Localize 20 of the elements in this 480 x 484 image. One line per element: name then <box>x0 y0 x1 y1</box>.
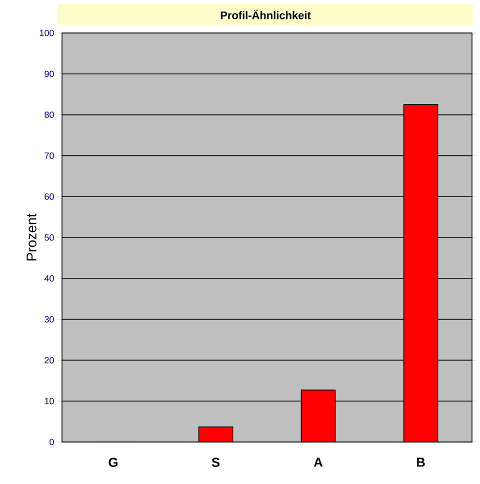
y-tick-label: 20 <box>44 357 54 364</box>
y-tick-label: 50 <box>44 234 54 241</box>
y-tick-label: 0 <box>50 438 54 446</box>
bar <box>198 426 234 442</box>
y-tick-label: 40 <box>44 275 54 282</box>
x-tick-label: A <box>314 458 323 467</box>
x-tick-label: B <box>416 458 425 467</box>
y-tick-label: 100 <box>40 30 54 36</box>
chart-title: Profil-Ähnlichkeit <box>220 10 311 20</box>
y-tick-label: 80 <box>44 112 54 118</box>
y-tick-label: 90 <box>44 70 54 78</box>
y-tick-label: 60 <box>44 193 54 200</box>
bar <box>300 390 336 442</box>
x-tick-label: S <box>212 458 220 467</box>
y-tick-label: 10 <box>44 398 54 404</box>
y-tick-label: 30 <box>44 316 54 322</box>
x-tick-label: G <box>108 458 118 467</box>
y-axis-title: Prozent <box>26 214 36 260</box>
bar <box>403 104 438 442</box>
y-tick-label: 70 <box>44 152 54 159</box>
